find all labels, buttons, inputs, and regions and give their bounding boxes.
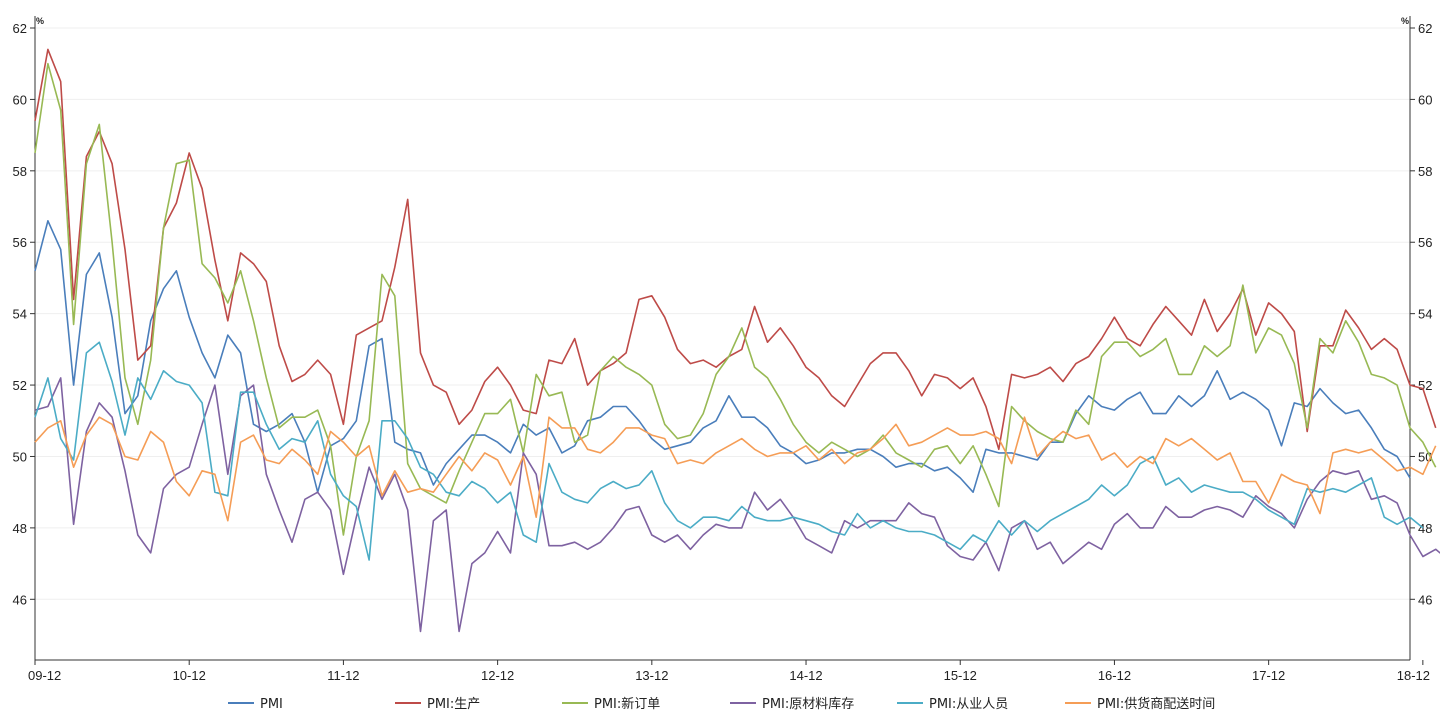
x-tick-label: 16-12 [1098, 668, 1131, 683]
y-tick-label-left: 60 [13, 92, 27, 107]
x-tick-label: 18-12 [1397, 668, 1430, 683]
y-tick-label-left: 54 [13, 307, 27, 322]
y-tick-label-left: 62 [13, 21, 27, 36]
legend: PMI PMI:生产 PMI:新订单 PMI:原材料库存 PMI:从业人员 PMI:供货商… [228, 696, 1215, 712]
y-tick-label-right: 58 [1418, 164, 1432, 179]
x-tick-label: 09-12 [28, 668, 61, 683]
y-tick-label-right: 56 [1418, 235, 1432, 250]
legend-label-3: PMI:原材料库存 [762, 696, 854, 712]
legend-label-2: PMI:新订单 [594, 696, 660, 712]
y-tick-label-right: 46 [1418, 592, 1432, 607]
x-tick-label: 10-12 [173, 668, 206, 683]
y-tick-label-left: 58 [13, 164, 27, 179]
legend-label-5: PMI:供货商配送时间 [1097, 696, 1215, 712]
legend-label-0: PMI [260, 697, 283, 712]
legend-label-1: PMI:生产 [427, 697, 480, 712]
gridlines [35, 27, 1410, 600]
series-line-0 [34, 220, 1411, 494]
x-tick-label: 15-12 [944, 668, 977, 683]
y-tick-label-right: 48 [1418, 521, 1432, 536]
series-line-2 [34, 62, 1437, 536]
y-tick-label-left: 52 [13, 378, 27, 393]
y-tick-label-right: 60 [1418, 92, 1432, 107]
y-tick-label-right: 62 [1418, 21, 1432, 36]
series-line-4 [34, 341, 1424, 561]
series-lines [34, 48, 1440, 633]
y-tick-label-left: 56 [13, 235, 27, 250]
legend-label-4: PMI:从业人员 [929, 697, 1008, 712]
y-tick-label-left: 46 [13, 592, 27, 607]
x-tick-label: 11-12 [327, 668, 359, 683]
x-tick-label: 13-12 [635, 668, 668, 683]
series-line-1 [34, 48, 1437, 451]
series-line-5 [34, 416, 1437, 522]
x-tick-label: 17-12 [1252, 668, 1285, 683]
unit-label-left: % [36, 16, 44, 26]
y-tick-label-left: 48 [13, 521, 27, 536]
unit-label-right: % [1401, 16, 1409, 26]
x-tick-label: 14-12 [789, 668, 822, 683]
x-tick-label: 12-12 [481, 668, 514, 683]
y-tick-label-right: 52 [1418, 378, 1432, 393]
y-tick-label-right: 54 [1418, 307, 1432, 322]
y-tick-label-left: 50 [13, 449, 27, 464]
series-line-3 [34, 377, 1440, 633]
